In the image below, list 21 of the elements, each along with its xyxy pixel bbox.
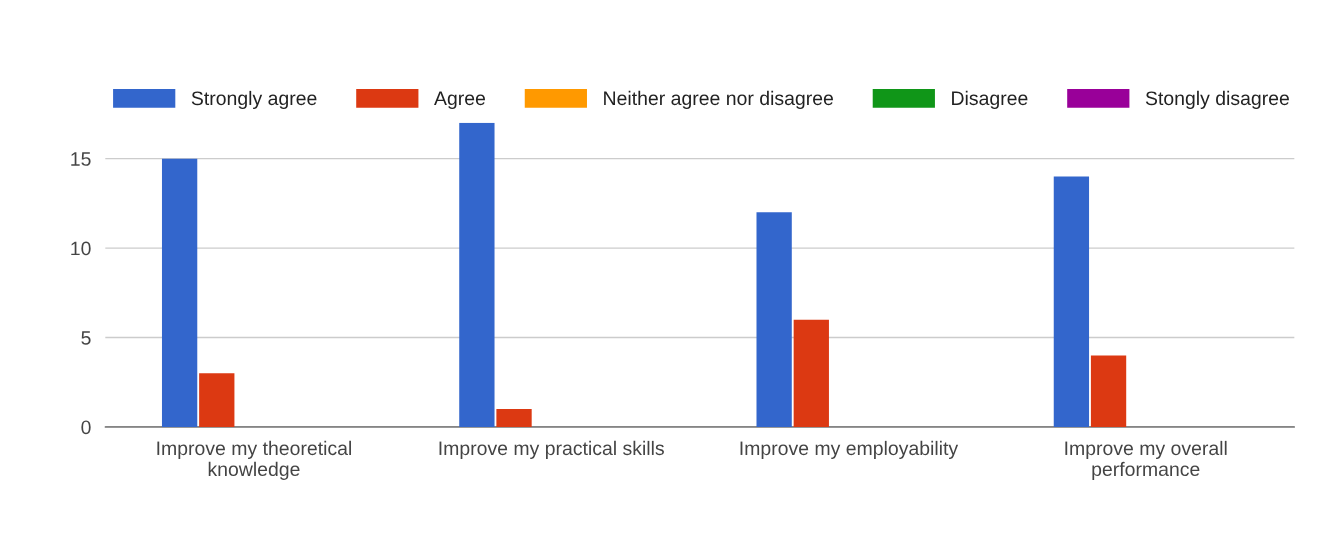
x-tick-label: Improve my overall performance — [1065, 440, 1227, 480]
y-tick-label: 5 — [81, 331, 91, 345]
bar — [161, 158, 198, 427]
bar — [1090, 355, 1127, 427]
bar — [793, 319, 829, 427]
legend-label: Strongly agree — [191, 90, 317, 109]
x-tick-label: Improve my theoretical knowledge — [157, 440, 351, 480]
bar — [496, 409, 532, 427]
legend-label: Disagree — [952, 90, 1028, 109]
bar — [459, 122, 495, 427]
y-tick-label: 0 — [81, 420, 91, 435]
legend-label: Stongly disagree — [1145, 90, 1289, 109]
bar — [1053, 176, 1090, 427]
x-tick-label: Improve my employability — [740, 440, 959, 459]
y-tick-label: 15 — [71, 152, 91, 166]
legend-label: Agree — [434, 91, 486, 109]
legend-label: Neither agree nor disagree — [604, 90, 833, 109]
bar — [199, 373, 235, 427]
x-tick-label: Improve my practical skills — [439, 440, 664, 459]
bar — [756, 212, 792, 427]
y-tick-label: 10 — [71, 241, 91, 256]
